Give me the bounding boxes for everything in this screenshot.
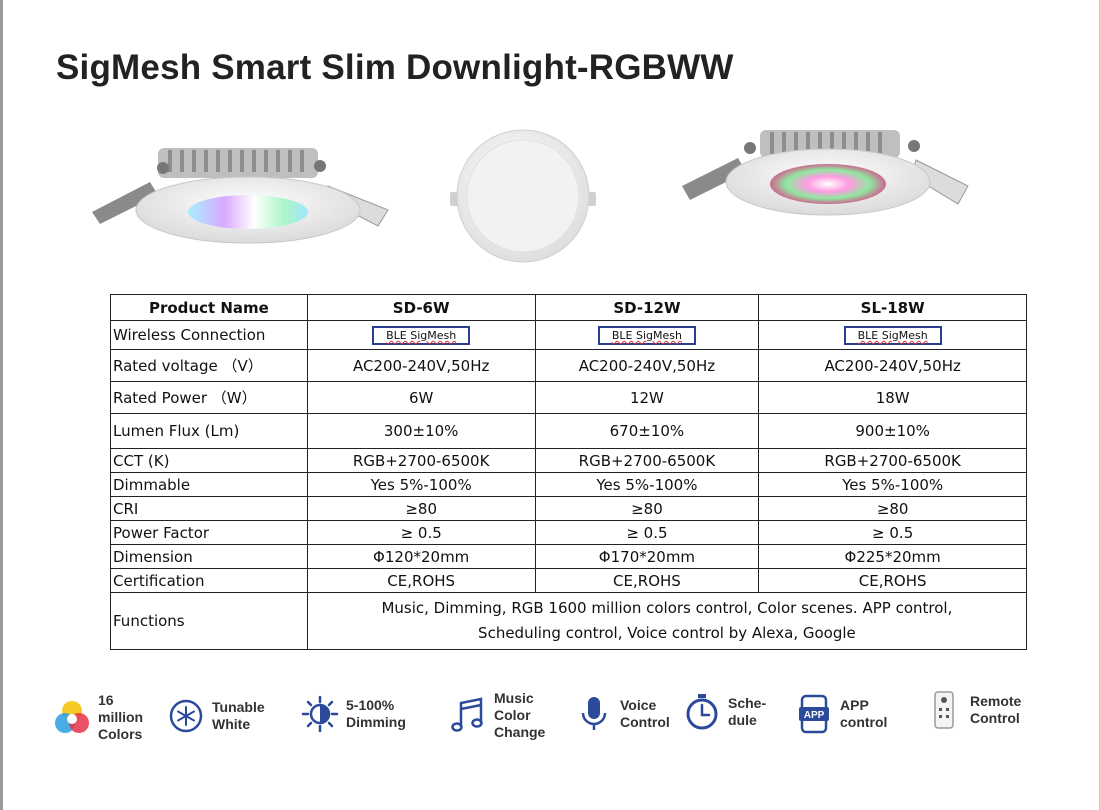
feature-label: Music Color Change [494,690,546,740]
cell-value: ≥ 0.5 [534,520,760,545]
table-row-wireless-connection: Wireless Connection BLE SigMesh BLE SigM… [110,320,1027,350]
table-row-dimmable: Dimmable Yes 5%-100% Yes 5%-100% Yes 5%-… [110,472,1027,497]
cell-value: ≥80 [758,496,1027,521]
table-row-rated-power: Rated Power （W） 6W 12W 18W [110,381,1027,414]
feature-label: Tunable White [212,699,265,732]
table-row-lumen-flux: Lumen Flux (Lm) 300±10% 670±10% 900±10% [110,413,1027,449]
functions-description: Music, Dimming, RGB 1600 million colors … [306,592,1028,650]
row-label: Rated voltage （V） [110,349,308,382]
cell-value: CE,ROHS [758,568,1027,593]
cell-value: CE,ROHS [534,568,760,593]
cell-value: AC200-240V,50Hz [306,349,536,382]
cell-value: 900±10% [758,413,1027,449]
row-label: Wireless Connection [110,320,308,350]
feature-label: Remote Control [970,693,1022,726]
cell-value: 6W [306,381,536,414]
page-title: SigMesh Smart Slim Downlight-RGBWW [56,48,734,87]
left-edge-rule [0,0,3,810]
product-image-sd-12w [450,129,596,263]
functions-line-1: Music, Dimming, RGB 1600 million colors … [381,599,953,617]
feature-schedule: Sche- dule [682,692,766,732]
row-label: Certification [110,568,308,593]
microphone-icon [574,694,614,734]
row-label: Power Factor [110,520,308,545]
table-row-certification: Certification CE,ROHS CE,ROHS CE,ROHS [110,568,1027,593]
feature-app-control: APP APP control [794,694,887,734]
cell-value: Φ120*20mm [306,544,536,569]
table-row-dimension: Dimension Φ120*20mm Φ170*20mm Φ225*20mm [110,544,1027,569]
row-label: Dimmable [110,472,308,497]
row-label: CRI [110,496,308,521]
cell-value: Yes 5%-100% [758,472,1027,497]
cell-value: 18W [758,381,1027,414]
music-note-icon [448,696,488,736]
table-row-cri: CRI ≥80 ≥80 ≥80 [110,496,1027,521]
stopwatch-icon [682,692,722,732]
cell-value: Yes 5%-100% [534,472,760,497]
header-sl-18w: SL-18W [758,294,1027,321]
row-label: Dimension [110,544,308,569]
row-label: CCT (K) [110,448,308,473]
cell-value: RGB+2700-6500K [534,448,760,473]
cell-value: CE,ROHS [306,568,536,593]
table-header-row: Product Name SD-6W SD-12W SL-18W [110,294,1027,321]
feature-remote-control: Remote Control [924,690,1021,730]
app-icon-text: APP [804,710,825,721]
cell-value: AC200-240V,50Hz [534,349,760,382]
snowflake-icon [166,696,206,736]
feature-voice-control: Voice Control [574,694,670,734]
feature-dimming: 5-100% Dimming [300,694,406,734]
spec-table: Product Name SD-6W SD-12W SL-18W Wireles… [110,294,1028,650]
feature-label: Voice Control [620,697,670,730]
cell-value: 300±10% [306,413,536,449]
row-label: Functions [110,592,308,650]
ble-sigmesh-badge: BLE SigMesh [597,326,696,345]
header-product-name: Product Name [110,294,308,321]
cell-value: Φ170*20mm [534,544,760,569]
table-row-power-factor: Power Factor ≥ 0.5 ≥ 0.5 ≥ 0.5 [110,520,1027,545]
feature-label: Sche- dule [728,695,767,728]
row-label: Rated Power （W） [110,381,308,414]
app-phone-icon: APP [794,694,834,734]
table-row-functions: Functions Music, Dimming, RGB 1600 milli… [110,592,1028,650]
remote-icon [924,690,964,730]
cell-value: Yes 5%-100% [306,472,536,497]
cell-value: 670±10% [534,413,760,449]
table-row-rated-voltage: Rated voltage （V） AC200-240V,50Hz AC200-… [110,349,1027,382]
feature-label: 16 million Colors [98,692,144,742]
cell-value: RGB+2700-6500K [306,448,536,473]
feature-label: 5-100% Dimming [346,697,406,730]
cell-value: 12W [534,381,760,414]
header-sd-6w: SD-6W [306,294,536,321]
cell-value: ≥ 0.5 [306,520,536,545]
cell-value: ≥ 0.5 [758,520,1027,545]
ble-sigmesh-badge: BLE SigMesh [372,326,471,345]
ble-sigmesh-badge: BLE SigMesh [843,326,942,345]
cell-value: AC200-240V,50Hz [758,349,1027,382]
feature-16-million-colors: 16 million Colors [52,692,143,743]
cell-value: ≥80 [534,496,760,521]
cell-value: Φ225*20mm [758,544,1027,569]
product-image-sd-6w [92,148,389,244]
row-label: Lumen Flux (Lm) [110,413,308,449]
feature-label: APP control [840,697,888,730]
header-sd-12w: SD-12W [534,294,760,321]
functions-line-2: Scheduling control, Voice control by Ale… [478,624,856,642]
cell-value: RGB+2700-6500K [758,448,1027,473]
product-image-sl-18w [682,130,969,216]
color-wheel-icon [52,698,92,738]
feature-music-color-change: Music Color Change [448,690,545,741]
half-sun-icon [300,694,340,734]
feature-tunable-white: Tunable White [166,696,265,736]
cell-value: ≥80 [306,496,536,521]
table-row-cct: CCT (K) RGB+2700-6500K RGB+2700-6500K RG… [110,448,1027,473]
